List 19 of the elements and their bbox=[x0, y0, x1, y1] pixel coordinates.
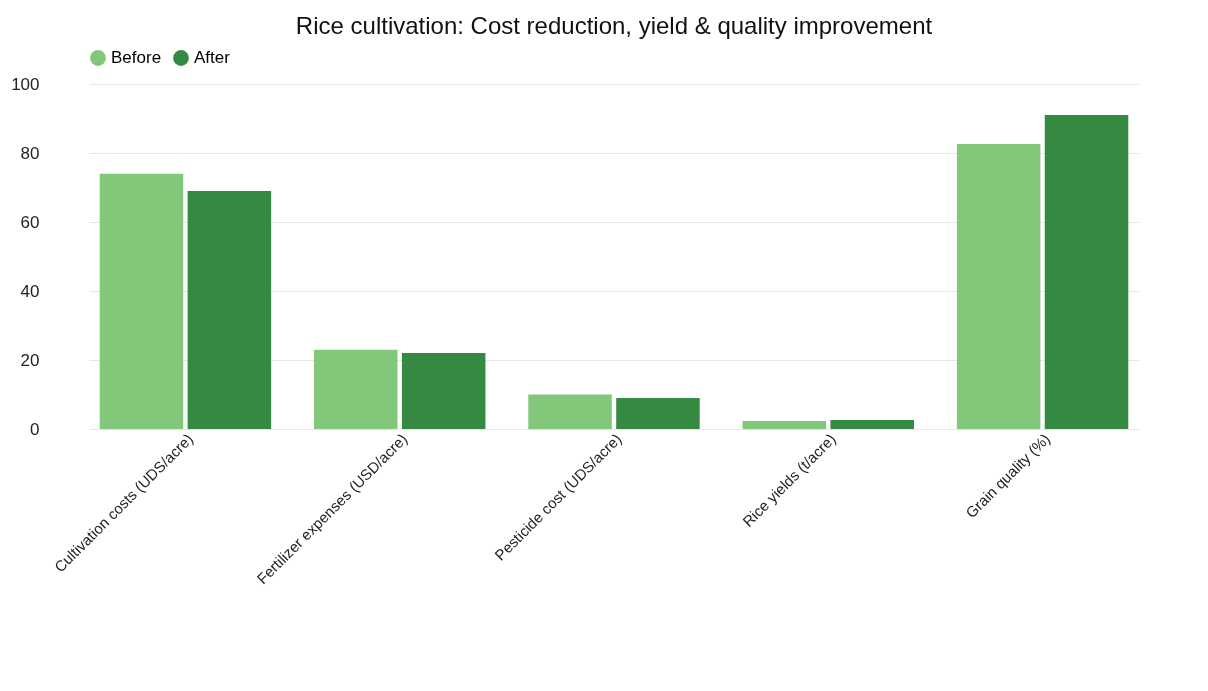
y-tick-label: 80 bbox=[20, 143, 40, 163]
y-tick-label: 20 bbox=[20, 350, 40, 370]
legend-label: After bbox=[194, 48, 231, 67]
y-tick-label: 100 bbox=[11, 74, 40, 94]
legend-label: Before bbox=[111, 48, 162, 67]
y-tick-label: 40 bbox=[20, 281, 40, 301]
bar bbox=[1044, 115, 1129, 429]
chart-title: Rice cultivation: Cost reduction, yield & quality improvement bbox=[295, 12, 933, 39]
y-tick-label: 60 bbox=[20, 212, 40, 232]
bar bbox=[830, 420, 914, 429]
bar bbox=[742, 421, 827, 429]
bar bbox=[956, 144, 1041, 429]
bar bbox=[314, 349, 398, 429]
y-tick-label: 0 bbox=[30, 419, 40, 439]
bar bbox=[401, 353, 486, 429]
bar bbox=[616, 397, 700, 429]
bar bbox=[99, 173, 184, 429]
bar bbox=[528, 394, 612, 429]
bar bbox=[187, 190, 272, 429]
